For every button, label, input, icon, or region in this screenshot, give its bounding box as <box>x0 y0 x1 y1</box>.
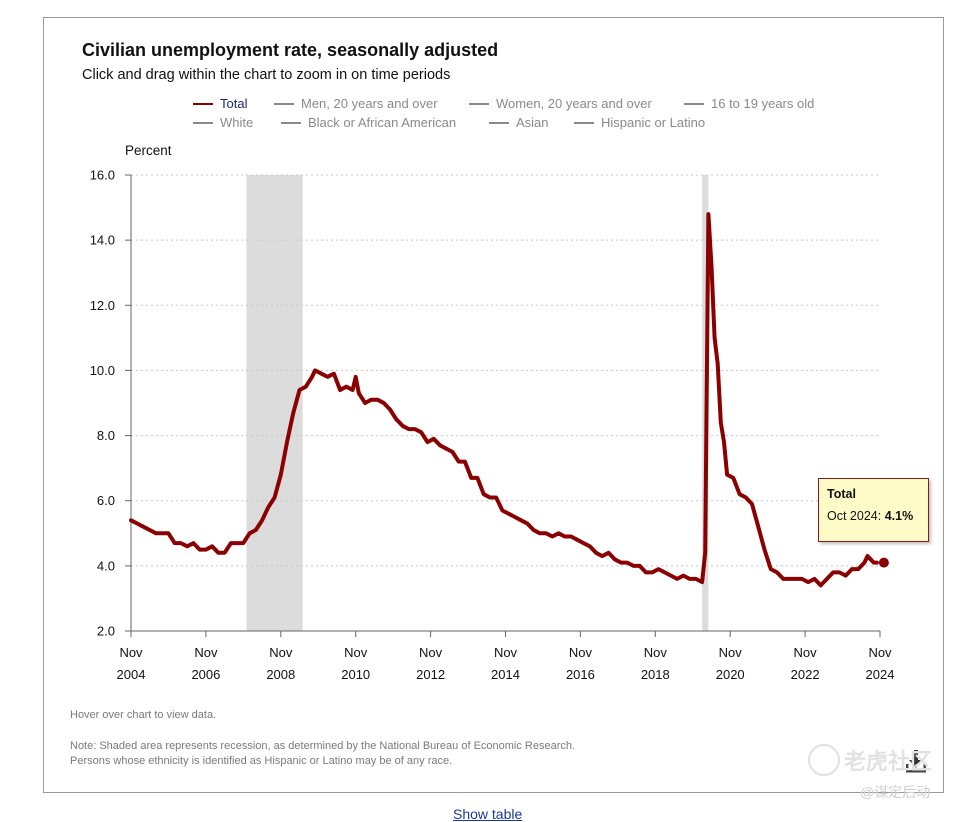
watermark: 老虎社区 @谋定后动 <box>808 742 948 804</box>
legend-item-total[interactable]: Total <box>193 96 247 111</box>
note-line-1: Note: Shaded area represents recession, … <box>70 740 576 752</box>
tooltip-title: Total <box>827 487 856 501</box>
legend-item-white[interactable]: White <box>193 115 253 130</box>
x-tick-year: 2018 <box>641 667 670 682</box>
legend-swatch <box>684 102 704 105</box>
x-tick-month: Nov <box>644 645 668 660</box>
legend-swatch <box>281 121 301 124</box>
legend-label: Asian <box>516 115 549 130</box>
series-line-total <box>129 212 879 588</box>
legend-item-black[interactable]: Black or African American <box>281 115 456 130</box>
legend-swatch <box>574 121 594 124</box>
y-tick-label: 6.0 <box>97 493 115 508</box>
x-tick-month: Nov <box>569 645 593 660</box>
y-tick-label: 14.0 <box>90 233 115 248</box>
legend-swatch <box>193 121 213 124</box>
x-tick-year: 2010 <box>341 667 370 682</box>
download-icon[interactable] <box>905 748 927 776</box>
show-table-link[interactable]: Show table <box>453 806 523 822</box>
legend-swatch <box>193 102 213 105</box>
x-tick-month: Nov <box>344 645 368 660</box>
y-tick-label: 2.0 <box>97 624 115 639</box>
tooltip: Total Oct 2024: 4.1% <box>818 478 929 542</box>
chart-subtitle: Click and drag within the chart to zoom … <box>82 67 451 83</box>
legend-item-asian[interactable]: Asian <box>489 115 549 130</box>
chart-title: Civilian unemployment rate, seasonally a… <box>82 40 499 60</box>
watermark-text: 老虎社区 <box>844 749 933 774</box>
legend-label: Women, 20 years and over <box>496 96 652 111</box>
hover-note: Hover over chart to view data. <box>70 709 217 721</box>
legend-label: White <box>220 115 254 130</box>
x-tick-year: 2004 <box>117 667 146 682</box>
x-tick-year: 2016 <box>566 667 595 682</box>
watermark-handle: @谋定后动 <box>860 784 931 800</box>
note-line-2: Persons whose ethnicity is identified as… <box>70 755 453 767</box>
x-tick-year: 2008 <box>266 667 295 682</box>
x-tick-month: Nov <box>868 645 892 660</box>
x-tick-year: 2020 <box>716 667 745 682</box>
y-axis-title: Percent <box>125 143 172 158</box>
recession-band <box>246 175 303 631</box>
tooltip-label: Oct 2024: <box>827 509 885 523</box>
legend-item-men[interactable]: Men, 20 years and over <box>274 96 438 111</box>
y-tick-label: 12.0 <box>90 298 115 313</box>
x-tick-year: 2006 <box>191 667 220 682</box>
x-tick-year: 2014 <box>491 667 520 682</box>
recession-note: Note: Shaded area represents recession, … <box>70 739 575 769</box>
chart-panel <box>43 17 944 793</box>
x-tick-month: Nov <box>419 645 443 660</box>
x-tick-month: Nov <box>719 645 743 660</box>
legend-label: 16 to 19 years old <box>711 96 815 111</box>
legend-item-teens[interactable]: 16 to 19 years old <box>684 96 814 111</box>
legend-label: Men, 20 years and over <box>301 96 438 111</box>
legend-swatch <box>489 121 509 124</box>
x-tick-year: 2022 <box>791 667 820 682</box>
x-tick-month: Nov <box>269 645 293 660</box>
tooltip-line: Oct 2024: 4.1% <box>827 509 920 523</box>
tooltip-value: 4.1% <box>884 509 914 523</box>
legend-swatch <box>274 102 294 105</box>
x-tick-month: Nov <box>194 645 218 660</box>
legend-item-women[interactable]: Women, 20 years and over <box>469 96 652 111</box>
legend-item-hispanic[interactable]: Hispanic or Latino <box>574 115 705 130</box>
y-tick-label: 10.0 <box>90 363 115 378</box>
y-tick-label: 8.0 <box>97 428 115 443</box>
y-tick-label: 4.0 <box>97 558 115 573</box>
legend-label: Total <box>220 96 248 111</box>
x-tick-month: Nov <box>119 645 143 660</box>
x-tick-month: Nov <box>794 645 818 660</box>
highlight-point <box>878 557 889 568</box>
y-tick-label: 16.0 <box>90 168 115 183</box>
legend-label: Black or African American <box>308 115 457 130</box>
x-tick-month: Nov <box>494 645 518 660</box>
x-tick-year: 2024 <box>866 667 895 682</box>
legend-swatch <box>469 102 489 105</box>
legend-label: Hispanic or Latino <box>601 115 706 130</box>
x-tick-year: 2012 <box>416 667 445 682</box>
watermark-logo-icon <box>808 744 840 776</box>
